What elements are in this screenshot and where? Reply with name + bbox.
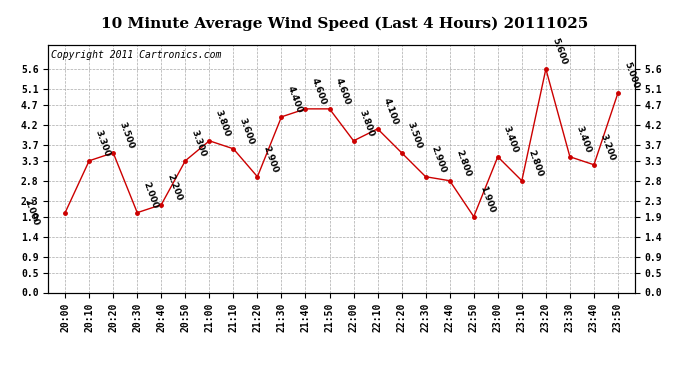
Text: 3.300: 3.300 [190, 129, 208, 158]
Text: 2.800: 2.800 [454, 148, 472, 178]
Text: 4.400: 4.400 [286, 84, 304, 114]
Text: 3.400: 3.400 [502, 124, 520, 154]
Text: 5.600: 5.600 [550, 37, 568, 66]
Text: 4.600: 4.600 [334, 76, 352, 106]
Text: 2.900: 2.900 [430, 144, 448, 174]
Text: 3.800: 3.800 [213, 108, 232, 138]
Text: Copyright 2011 Cartronics.com: Copyright 2011 Cartronics.com [51, 50, 221, 60]
Text: 2.800: 2.800 [526, 148, 544, 178]
Text: 5.000: 5.000 [622, 61, 640, 90]
Text: 10 Minute Average Wind Speed (Last 4 Hours) 20111025: 10 Minute Average Wind Speed (Last 4 Hou… [101, 17, 589, 31]
Text: 1.900: 1.900 [478, 184, 496, 214]
Text: 2.900: 2.900 [262, 144, 279, 174]
Text: 3.500: 3.500 [117, 120, 135, 150]
Text: 3.200: 3.200 [598, 132, 616, 162]
Text: 2.200: 2.200 [166, 172, 184, 202]
Text: 4.600: 4.600 [310, 76, 328, 106]
Text: 3.600: 3.600 [237, 117, 255, 146]
Text: 4.100: 4.100 [382, 96, 400, 126]
Text: 3.800: 3.800 [357, 108, 376, 138]
Text: 3.300: 3.300 [93, 129, 111, 158]
Text: 2.000: 2.000 [141, 180, 159, 210]
Text: 2.000: 2.000 [22, 198, 40, 227]
Text: 3.400: 3.400 [574, 124, 592, 154]
Text: 3.500: 3.500 [406, 120, 424, 150]
